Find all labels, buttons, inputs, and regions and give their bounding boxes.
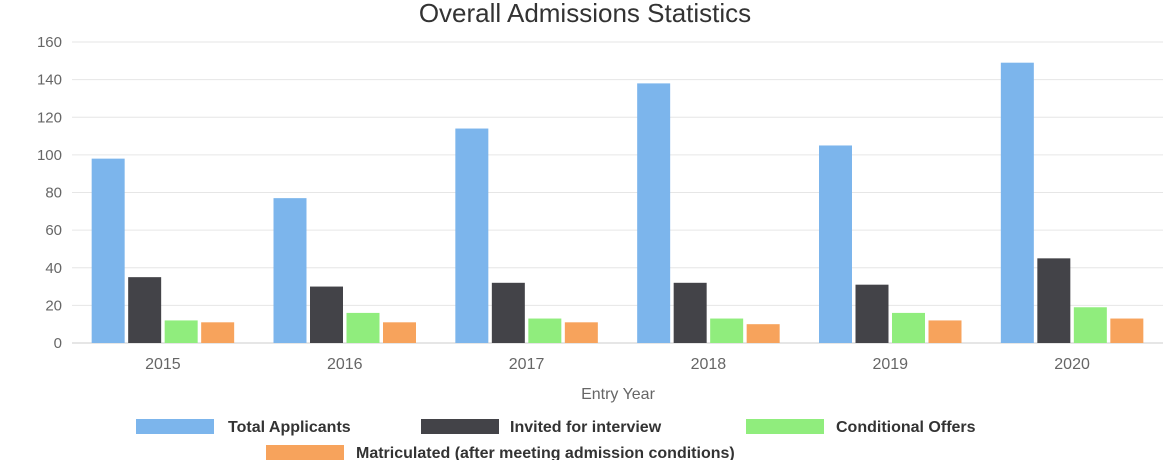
y-tick-label: 20 — [45, 297, 62, 314]
bar-matriculated-after-meeting-admission-conditions-2018[interactable] — [746, 324, 780, 343]
bar-conditional-offers-2017[interactable] — [528, 318, 562, 343]
legend-label: Invited for interview — [510, 419, 662, 436]
bar-invited-for-interview-2017[interactable] — [491, 282, 525, 343]
bar-conditional-offers-2020[interactable] — [1073, 307, 1107, 343]
legend-item-invited-for-interview[interactable]: Invited for interview — [421, 419, 662, 436]
legend-item-conditional-offers[interactable]: Conditional Offers — [746, 419, 976, 436]
chart-title: Overall Admissions Statistics — [419, 0, 751, 28]
bar-invited-for-interview-2016[interactable] — [310, 286, 343, 343]
bar-matriculated-after-meeting-admission-conditions-2016[interactable] — [383, 322, 416, 343]
legend-swatch — [746, 419, 824, 434]
bar-group-2016 — [273, 198, 416, 343]
x-axis-title: Entry Year — [581, 386, 656, 403]
legend-item-matriculated-after-meeting-admission-conditions[interactable]: Matriculated (after meeting admission co… — [266, 445, 735, 462]
y-tick-label: 60 — [45, 222, 62, 239]
y-tick-label: 0 — [54, 335, 62, 352]
y-tick-label: 120 — [37, 109, 62, 126]
x-axis: 2015 2016 2017 2018 2019 2020 — [145, 356, 1090, 373]
y-tick-label: 40 — [45, 260, 62, 277]
bar-group-2020 — [1000, 62, 1144, 343]
legend-label: Matriculated (after meeting admission co… — [356, 445, 735, 460]
bar-invited-for-interview-2015[interactable] — [128, 277, 162, 343]
legend-swatch — [421, 419, 499, 434]
bar-matriculated-after-meeting-admission-conditions-2019[interactable] — [928, 320, 962, 343]
bar-matriculated-after-meeting-admission-conditions-2015[interactable] — [201, 322, 235, 343]
y-tick-label: 160 — [37, 34, 62, 51]
bar-invited-for-interview-2018[interactable] — [673, 282, 707, 343]
bar-conditional-offers-2019[interactable] — [892, 312, 925, 343]
legend: Total Applicants Invited for interview Con… — [136, 419, 976, 462]
y-axis: 0 20 40 60 80 100 120 140 160 — [37, 34, 62, 352]
bars-group — [91, 62, 1144, 343]
x-tick-label: 2018 — [691, 356, 727, 373]
bar-matriculated-after-meeting-admission-conditions-2020[interactable] — [1110, 318, 1144, 343]
legend-swatch — [136, 419, 214, 434]
x-tick-label: 2020 — [1054, 356, 1090, 373]
bar-conditional-offers-2015[interactable] — [164, 320, 198, 343]
bar-invited-for-interview-2019[interactable] — [855, 284, 889, 343]
x-tick-label: 2017 — [509, 356, 545, 373]
y-tick-label: 80 — [45, 185, 62, 202]
x-tick-label: 2016 — [327, 356, 363, 373]
bar-total-applicants-2018[interactable] — [637, 83, 671, 343]
legend-swatch — [266, 445, 344, 460]
bar-total-applicants-2019[interactable] — [819, 145, 852, 343]
x-tick-label: 2015 — [145, 356, 181, 373]
legend-item-total-applicants[interactable]: Total Applicants — [136, 419, 351, 436]
bar-group-2017 — [455, 128, 598, 343]
bar-matriculated-after-meeting-admission-conditions-2017[interactable] — [564, 322, 598, 343]
legend-label: Conditional Offers — [836, 419, 976, 436]
legend-label: Total Applicants — [228, 419, 351, 436]
bar-group-2018 — [637, 83, 780, 343]
bar-conditional-offers-2016[interactable] — [346, 312, 380, 343]
bar-total-applicants-2015[interactable] — [91, 158, 125, 343]
x-tick-label: 2019 — [872, 356, 908, 373]
bar-total-applicants-2016[interactable] — [273, 198, 307, 343]
bar-conditional-offers-2018[interactable] — [710, 318, 744, 343]
y-tick-label: 100 — [37, 147, 62, 164]
bar-total-applicants-2020[interactable] — [1000, 62, 1034, 343]
bar-invited-for-interview-2020[interactable] — [1037, 258, 1071, 343]
bar-group-2015 — [91, 158, 235, 343]
bar-group-2019 — [819, 145, 962, 343]
y-tick-label: 140 — [37, 72, 62, 89]
bar-total-applicants-2017[interactable] — [455, 128, 489, 343]
grid-lines — [72, 41, 1163, 344]
